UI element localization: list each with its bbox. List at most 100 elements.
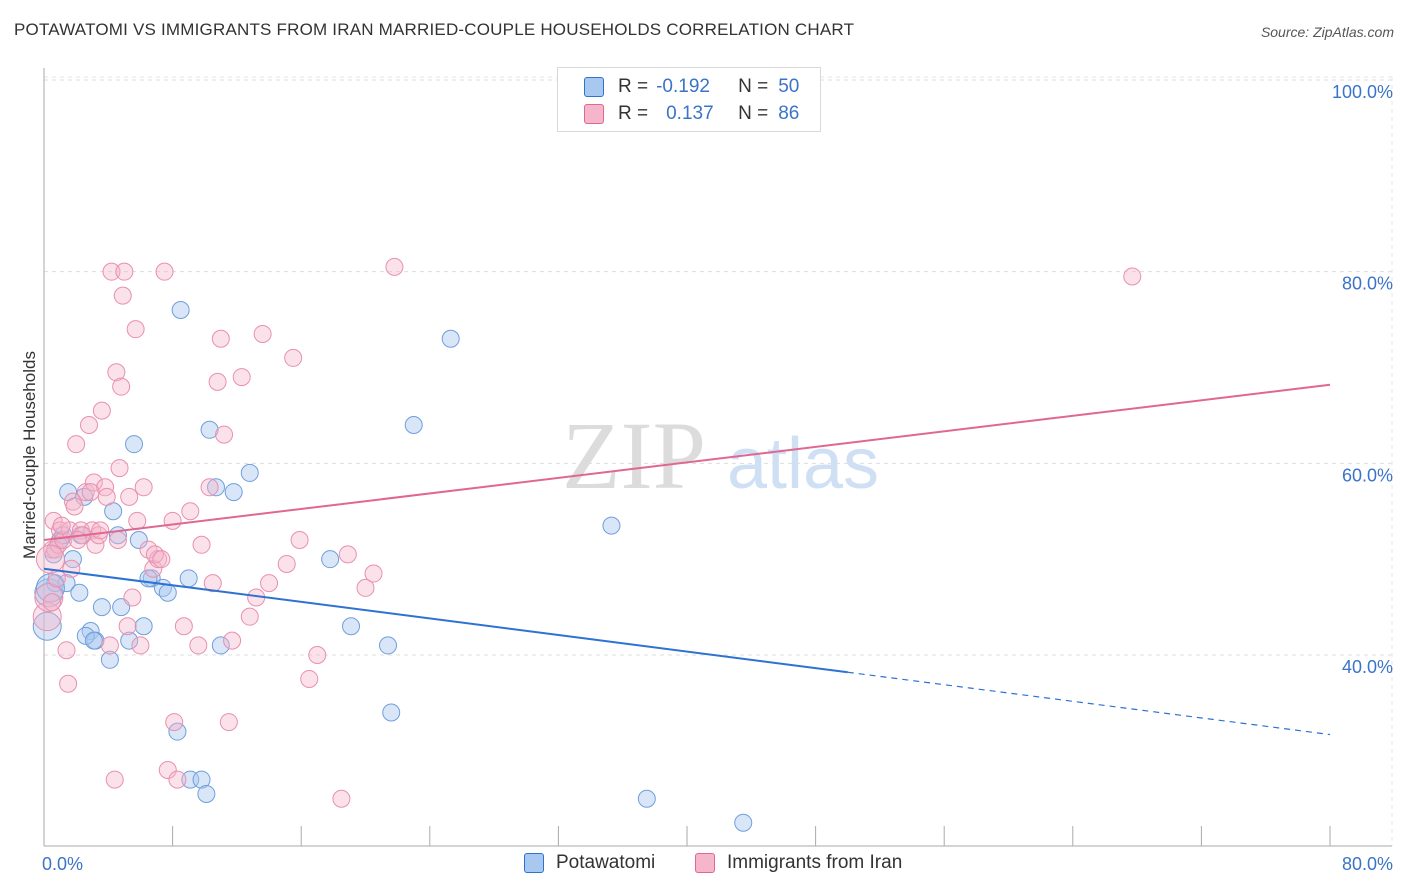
- point-potawatomi: [168, 722, 187, 741]
- point-iran: [32, 602, 62, 632]
- point-potawatomi: [200, 420, 219, 439]
- legend-r-label: R =: [618, 103, 649, 124]
- legend-row-potawatomi: R = -0.192 N = 50: [584, 76, 799, 98]
- point-iran: [105, 770, 124, 789]
- point-potawatomi: [120, 631, 139, 650]
- point-iran: [57, 641, 76, 660]
- point-iran: [364, 564, 383, 583]
- legend-n-value: 50: [778, 76, 800, 97]
- point-potawatomi: [192, 770, 211, 789]
- legend-n-value: 86: [778, 103, 800, 124]
- point-iran: [123, 588, 142, 607]
- point-iran: [62, 559, 81, 578]
- y-tick-label: 40.0%: [1342, 657, 1393, 677]
- point-iran: [260, 574, 279, 593]
- point-iran: [168, 770, 187, 789]
- point-iran: [92, 401, 111, 420]
- point-iran: [189, 636, 208, 655]
- point-potawatomi: [637, 789, 656, 808]
- point-iran: [67, 435, 86, 454]
- point-iran: [208, 372, 227, 391]
- point-iran: [158, 761, 177, 779]
- point-iran: [223, 631, 242, 650]
- point-iran: [54, 531, 73, 549]
- point-iran: [43, 593, 62, 612]
- point-potawatomi: [342, 617, 361, 636]
- point-iran: [1123, 267, 1142, 286]
- point-iran: [112, 377, 131, 396]
- point-potawatomi: [382, 703, 401, 722]
- point-potawatomi: [81, 622, 100, 641]
- point-potawatomi: [92, 598, 111, 617]
- point-potawatomi: [100, 650, 119, 669]
- point-iran: [115, 262, 134, 281]
- point-potawatomi: [134, 617, 153, 636]
- point-iran: [163, 511, 182, 530]
- axes: [43, 68, 1392, 847]
- point-iran: [118, 617, 137, 636]
- point-iran: [86, 535, 105, 554]
- point-potawatomi: [158, 583, 177, 602]
- point-potawatomi: [224, 483, 243, 502]
- point-iran: [81, 483, 100, 502]
- x-tick-label: 80.0%: [1342, 854, 1393, 874]
- point-potawatomi: [321, 550, 340, 569]
- point-iran: [253, 324, 272, 343]
- point-potawatomi: [602, 516, 621, 535]
- watermark-atlas: atlas: [727, 424, 879, 504]
- point-iran: [155, 262, 174, 281]
- point-iran: [211, 329, 230, 348]
- point-iran: [84, 473, 103, 492]
- series-legend-label: Immigrants from Iran: [727, 852, 903, 873]
- tick-labels: 40.0% 60.0% 80.0% 100.0% 0.0% 80.0%: [42, 82, 1393, 874]
- point-iran: [338, 545, 357, 564]
- point-iran: [240, 607, 259, 626]
- point-iran: [134, 478, 153, 497]
- point-iran: [200, 478, 219, 497]
- point-iran: [107, 363, 126, 382]
- point-iran: [152, 550, 171, 569]
- y-tick-label: 60.0%: [1342, 465, 1393, 485]
- point-potawatomi: [207, 478, 226, 497]
- grid-lines: [44, 76, 1393, 846]
- point-iran: [128, 511, 147, 530]
- series-legend-iran[interactable]: Immigrants from Iran: [695, 852, 902, 874]
- legend-n-label: N =: [738, 76, 769, 97]
- point-iran: [174, 617, 193, 636]
- point-iran: [102, 262, 121, 281]
- data-points: [32, 257, 1142, 832]
- chart-title: POTAWATOMI VS IMMIGRANTS FROM IRAN MARRI…: [14, 20, 855, 39]
- point-potawatomi: [404, 416, 423, 434]
- point-potawatomi: [84, 631, 103, 650]
- point-iran: [108, 531, 127, 549]
- point-iran: [165, 713, 184, 732]
- point-iran: [96, 478, 115, 497]
- point-iran: [100, 636, 119, 655]
- point-iran: [68, 531, 87, 549]
- point-iran: [284, 348, 303, 367]
- point-iran: [232, 368, 251, 387]
- series-swatch-blue: [524, 853, 544, 873]
- point-iran: [65, 497, 84, 516]
- trend-line-potawatomi: [43, 567, 848, 674]
- point-potawatomi: [125, 435, 144, 454]
- point-iran: [52, 516, 71, 535]
- series-legend-potawatomi[interactable]: Potawatomi: [524, 852, 655, 874]
- legend-r-value: 0.137: [666, 103, 714, 124]
- trend-line-iran: [43, 383, 1331, 541]
- point-potawatomi: [70, 583, 89, 602]
- point-potawatomi: [32, 611, 62, 641]
- series-legend-label: Potawatomi: [556, 852, 656, 873]
- point-potawatomi: [197, 784, 216, 803]
- legend: R = -0.192 N = 50 R = 0.137 N = 86: [557, 67, 821, 132]
- point-iran: [300, 669, 319, 688]
- point-iran: [126, 320, 145, 339]
- watermark-zip: ZIP: [562, 402, 706, 509]
- point-potawatomi: [129, 531, 148, 549]
- legend-r-value: -0.192: [656, 76, 710, 97]
- legend-swatch-pink: [584, 104, 604, 124]
- y-tick-label: 100.0%: [1332, 82, 1393, 102]
- legend-swatch-blue: [584, 77, 604, 97]
- point-iran: [80, 416, 99, 434]
